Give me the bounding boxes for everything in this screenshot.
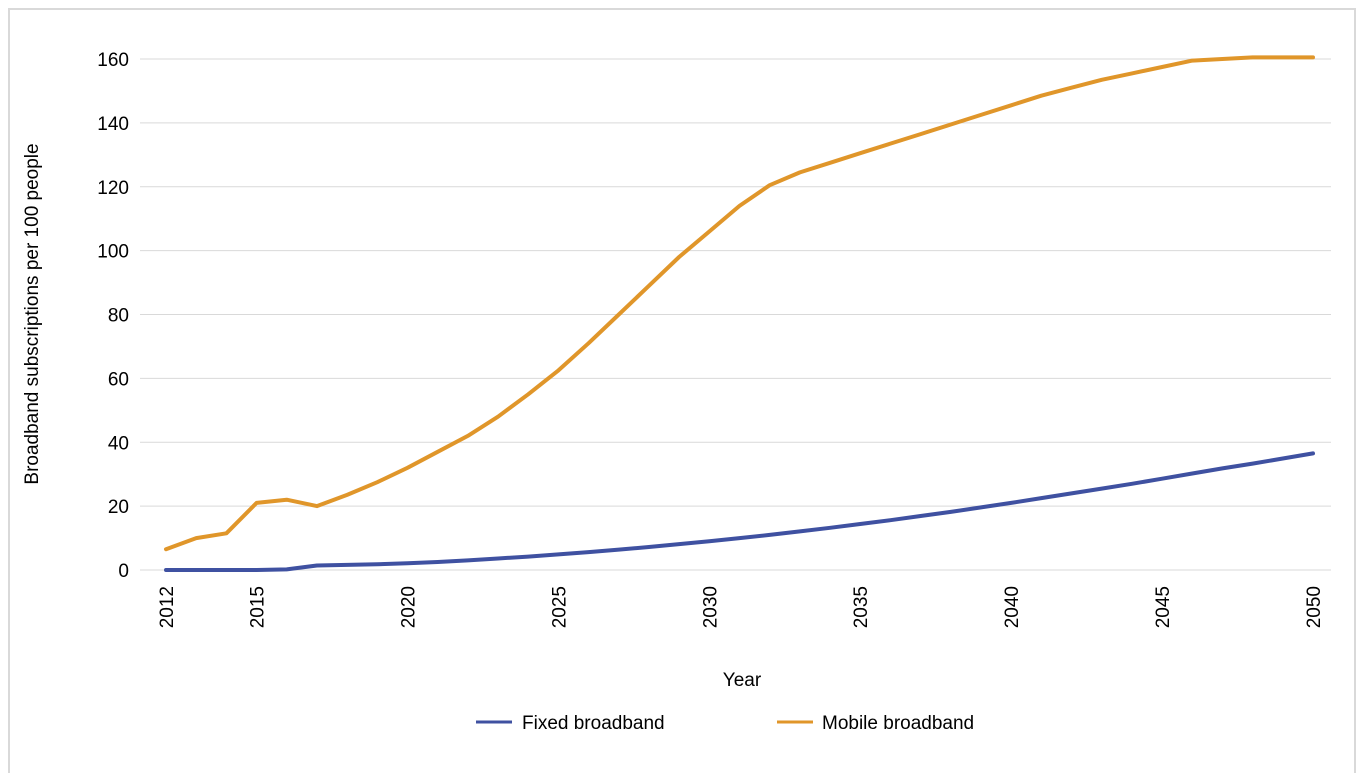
legend: Fixed broadband Mobile broadband bbox=[476, 713, 974, 734]
x-tick-label: 2012 bbox=[157, 586, 178, 628]
y-tick-label: 0 bbox=[118, 561, 129, 582]
y-tick-labels: 0 20 40 60 80 100 120 140 160 bbox=[97, 50, 129, 582]
x-axis-title: Year bbox=[723, 670, 762, 691]
y-tick-label: 160 bbox=[97, 50, 129, 71]
chart-frame bbox=[8, 8, 1356, 773]
x-tick-label: 2025 bbox=[549, 586, 570, 628]
series-lines bbox=[164, 55, 1315, 572]
x-tick-label: 2050 bbox=[1304, 586, 1325, 628]
y-tick-label: 60 bbox=[108, 369, 129, 390]
legend-label: Mobile broadband bbox=[822, 713, 974, 734]
x-tick-label: 2035 bbox=[851, 586, 872, 628]
x-tick-label: 2045 bbox=[1153, 586, 1174, 628]
legend-label: Fixed broadband bbox=[522, 713, 665, 734]
x-tick-label: 2015 bbox=[248, 586, 269, 628]
y-tick-label: 100 bbox=[97, 242, 129, 263]
y-axis-title: Broadband subscriptions per 100 people bbox=[22, 143, 43, 484]
x-tick-label: 2020 bbox=[398, 586, 419, 628]
y-tick-label: 40 bbox=[108, 433, 129, 454]
x-tick-label: 2040 bbox=[1002, 586, 1023, 628]
gridlines bbox=[140, 58, 1331, 571]
x-tick-labels: 2012 2015 2020 2025 2030 2035 2040 2045 2050 bbox=[157, 586, 1325, 628]
y-tick-label: 120 bbox=[97, 178, 129, 199]
y-tick-label: 80 bbox=[108, 306, 129, 327]
y-tick-label: 20 bbox=[108, 497, 129, 518]
x-tick-label: 2030 bbox=[700, 586, 721, 628]
series-line-mobile-broadband bbox=[164, 55, 1315, 552]
y-tick-label: 140 bbox=[97, 114, 129, 135]
series-line-fixed-broadband bbox=[164, 451, 1315, 572]
